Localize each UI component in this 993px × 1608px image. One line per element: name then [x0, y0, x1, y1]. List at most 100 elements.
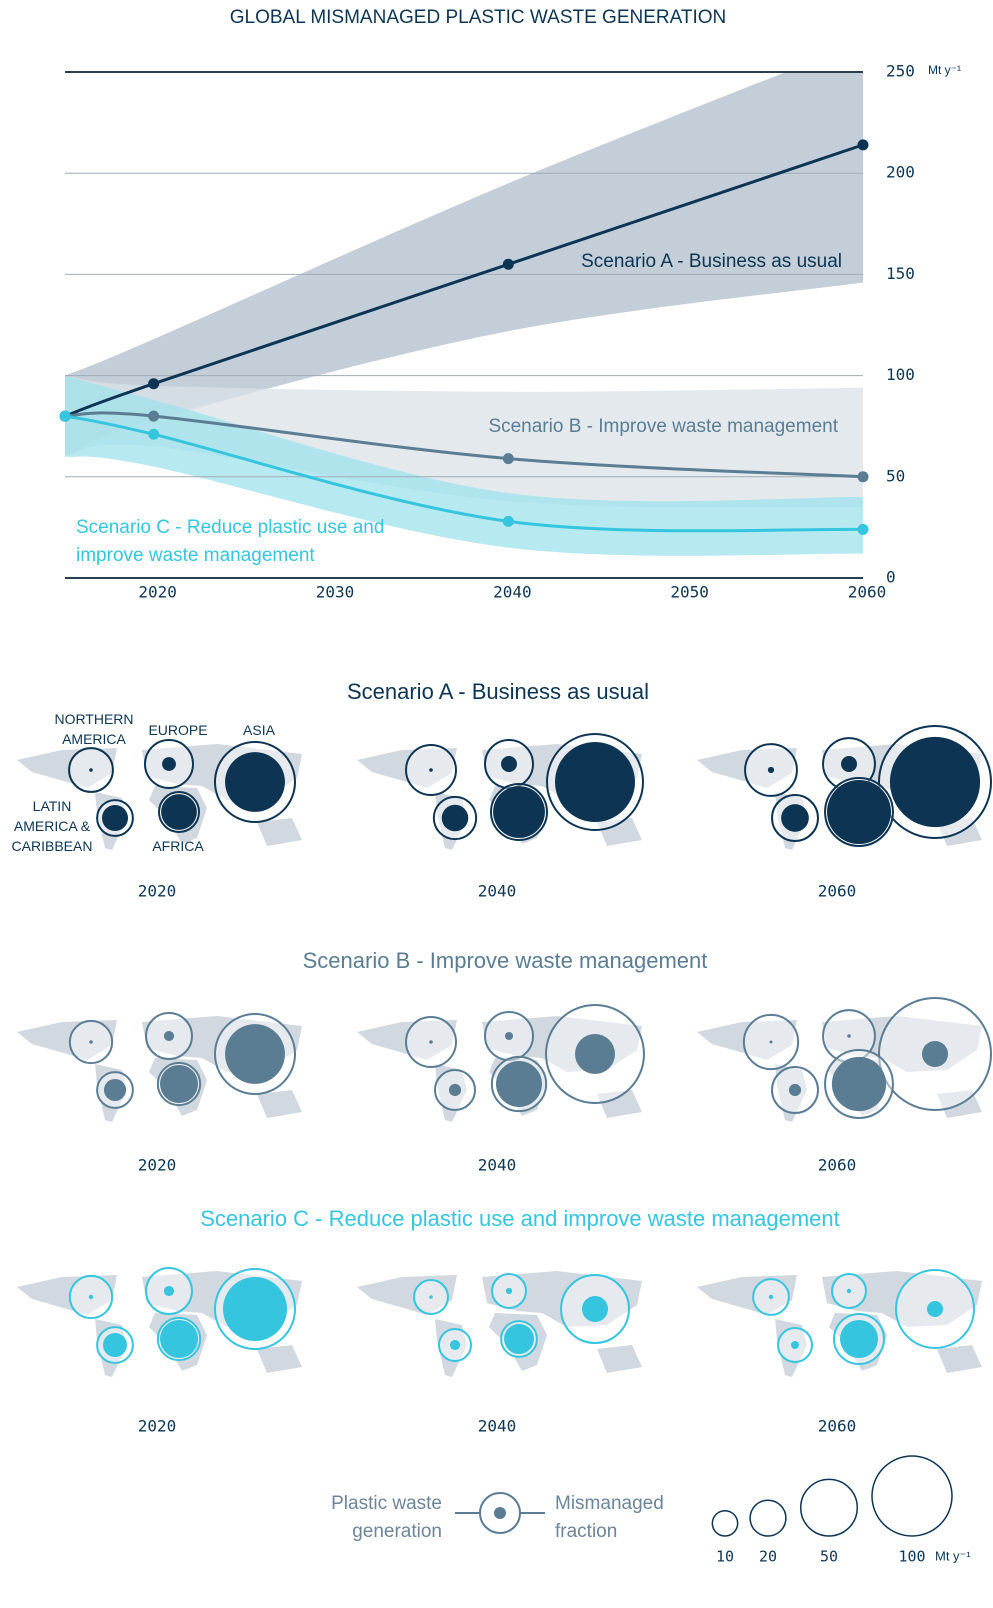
region-label: ASIA: [243, 722, 275, 738]
mismanaged-bubble: [846, 1288, 852, 1294]
mismanaged-bubble: [89, 768, 93, 772]
mismanaged-bubble: [163, 1030, 175, 1042]
mismanaged-bubble: [89, 1040, 93, 1044]
mismanaged-bubble: [791, 1341, 799, 1349]
year-label: 2020: [138, 1156, 177, 1175]
x-tick-label: 2050: [670, 583, 709, 602]
chart-title: GLOBAL MISMANAGED PLASTIC WASTE GENERATI…: [230, 7, 727, 28]
mismanaged-bubble: [159, 1319, 199, 1359]
mismanaged-bubble: [103, 1333, 127, 1357]
mismanaged-bubble: [505, 1032, 513, 1040]
series-line: [64, 143, 864, 418]
mismanaged-bubble: [831, 1056, 887, 1112]
series-label: Scenario C - Reduce plastic use and impr…: [76, 517, 385, 566]
size-legend-label: 50: [820, 1548, 838, 1566]
mismanaged-bubble: [225, 752, 285, 812]
region-label: AFRICA: [152, 838, 204, 854]
year-label: 2040: [478, 882, 517, 901]
size-legend-label: 100: [898, 1548, 925, 1566]
mismanaged-bubble: [847, 1034, 851, 1038]
region-label: NORTHERN AMERICA: [54, 711, 134, 747]
size-legend-circle: [711, 1509, 739, 1537]
mismanaged-bubble: [161, 794, 197, 830]
size-legend-label: 20: [759, 1548, 777, 1566]
uncertainty-band: [65, 375, 863, 556]
legend-mismanaged-icon: [494, 1507, 506, 1519]
series-line: [64, 411, 864, 479]
year-label: 2060: [818, 1156, 857, 1175]
mismanaged-bubble: [921, 1040, 949, 1068]
year-label: 2040: [478, 1417, 517, 1436]
mismanaged-bubble: [162, 757, 176, 771]
mismanaged-bubble: [88, 1294, 94, 1300]
x-tick-label: 2020: [138, 583, 177, 602]
mismanaged-bubble: [429, 768, 433, 772]
mismanaged-bubble: [103, 1078, 127, 1102]
year-label: 2020: [138, 882, 177, 901]
scenario-title: Scenario C - Reduce plastic use and impr…: [200, 1206, 840, 1231]
mismanaged-bubble: [448, 1083, 462, 1097]
data-point: [148, 410, 160, 422]
y-unit: Mt y⁻¹: [928, 63, 961, 77]
mismanaged-bubble: [927, 1301, 943, 1317]
y-tick-label: 0: [886, 568, 896, 587]
mismanaged-bubble: [839, 1319, 879, 1359]
mismanaged-bubble: [101, 804, 129, 832]
world-map: [357, 1016, 642, 1122]
mismanaged-bubble: [496, 1061, 542, 1107]
mismanaged-bubble: [841, 756, 857, 772]
year-label: 2040: [478, 1156, 517, 1175]
mismanaged-bubble: [441, 804, 469, 832]
mismanaged-bubble: [225, 1024, 285, 1084]
mismanaged-bubble: [555, 742, 635, 822]
data-point: [502, 515, 514, 527]
size-legend-circle: [871, 1455, 953, 1537]
mismanaged-bubble: [575, 1034, 615, 1074]
year-label: 2060: [818, 882, 857, 901]
y-tick-label: 100: [886, 365, 915, 384]
size-unit: Mt y⁻¹: [935, 1548, 971, 1563]
x-tick-label: 2030: [316, 583, 355, 602]
data-point: [857, 139, 869, 151]
scenario-title: Scenario A - Business as usual: [347, 679, 649, 704]
series-label: Scenario B - Improve waste management: [488, 416, 838, 437]
mismanaged-bubble: [429, 1040, 433, 1044]
size-legend-circle: [799, 1478, 859, 1537]
y-tick-label: 250: [886, 62, 915, 81]
mismanaged-bubble: [769, 1040, 773, 1044]
series-label: Scenario A - Business as usual: [581, 251, 842, 272]
scenario-title: Scenario B - Improve waste management: [303, 948, 708, 973]
mismanaged-bubble: [493, 786, 545, 838]
y-tick-label: 200: [886, 163, 915, 182]
legend-mismanaged-label: Mismanaged fraction: [555, 1493, 664, 1542]
size-legend-label: 10: [716, 1548, 734, 1566]
x-tick-label: 2060: [848, 583, 887, 602]
data-point: [502, 453, 514, 465]
data-point: [148, 378, 160, 390]
data-point: [857, 523, 869, 535]
data-point: [59, 410, 71, 422]
mismanaged-bubble: [449, 1339, 461, 1351]
mismanaged-bubble: [767, 766, 775, 774]
mismanaged-bubble: [504, 1324, 534, 1354]
mismanaged-bubble: [505, 1287, 513, 1295]
mismanaged-bubble: [223, 1277, 287, 1341]
size-legend-circle: [749, 1499, 787, 1537]
series-line: [64, 414, 864, 533]
mismanaged-bubble: [163, 1285, 175, 1297]
data-point: [857, 471, 869, 483]
region-label: EUROPE: [148, 722, 208, 738]
uncertainty-band: [65, 375, 863, 508]
mismanaged-bubble: [781, 804, 809, 832]
mismanaged-bubble: [788, 1083, 802, 1097]
mismanaged-bubble: [768, 1294, 774, 1300]
year-label: 2020: [138, 1417, 177, 1436]
world-map: [357, 1271, 642, 1377]
uncertainty-band: [65, 72, 863, 457]
y-tick-label: 50: [886, 466, 905, 485]
mismanaged-bubble: [429, 1295, 433, 1299]
region-label: LATIN AMERICA & CARIBBEAN: [11, 798, 93, 854]
data-point: [502, 258, 514, 270]
